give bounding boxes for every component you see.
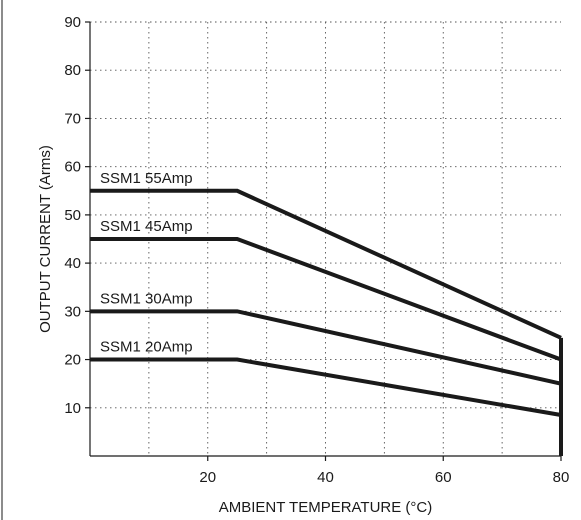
- y-tick-label: 60: [64, 159, 81, 176]
- x-axis-title: AMBIENT TEMPERATURE (°C): [219, 499, 433, 516]
- y-tick-label: 30: [64, 303, 81, 320]
- series-label: SSM1 30Amp: [100, 290, 193, 307]
- grid: [90, 21, 561, 456]
- x-tick-label: 40: [317, 469, 334, 486]
- series-label: SSM1 20Amp: [100, 339, 193, 356]
- y-tick-label: 20: [64, 352, 81, 369]
- y-tick-label: 50: [64, 207, 81, 224]
- y-tick-label: 90: [64, 14, 81, 31]
- series-line: [90, 237, 562, 362]
- series-line: [90, 188, 562, 340]
- x-tick-label: 20: [199, 469, 216, 486]
- y-tick-labels: 10 20 30 40 50 60 70 80 90: [64, 14, 90, 417]
- series-label: SSM1 45Amp: [100, 218, 193, 235]
- y-tick-label: 40: [64, 255, 81, 272]
- y-tick-label: 10: [64, 400, 81, 417]
- series-line: [90, 309, 562, 386]
- series-labels: SSM1 55Amp SSM1 45Amp SSM1 30Amp SSM1 20Amp: [100, 170, 193, 356]
- series-label: SSM1 55Amp: [100, 170, 193, 187]
- x-tick-label: 80: [553, 469, 570, 486]
- x-tick-label: 60: [435, 469, 452, 486]
- y-tick-label: 80: [64, 62, 81, 79]
- series-line: [90, 357, 562, 417]
- x-tick-labels: 20 40 60 80: [199, 456, 569, 486]
- y-axis-title: OUTPUT CURRENT (Arms): [37, 145, 54, 333]
- y-tick-label: 70: [64, 110, 81, 127]
- series-lines: [90, 188, 563, 456]
